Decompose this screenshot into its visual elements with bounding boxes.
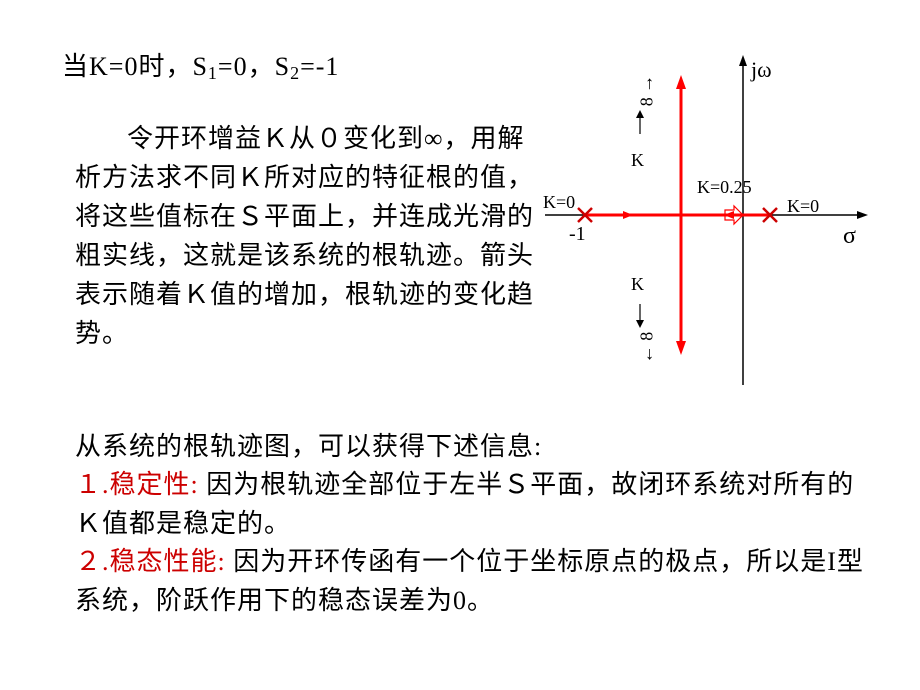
label-k0-left: K=0 bbox=[543, 192, 575, 213]
x-axis-label: σ bbox=[843, 223, 856, 250]
root-locus-diagram: jω σ K=0 K=0 K=0.25 -1 K K 8 → ← 8 bbox=[545, 55, 875, 400]
s2-sub: 2 bbox=[290, 63, 300, 83]
locus-arrow-down bbox=[676, 341, 686, 355]
paragraph-1: 令开环增益Ｋ从０变化到∞，用解析方法求不同Ｋ所对应的特征根的值，将这些值标在Ｓ平… bbox=[75, 119, 542, 353]
infinity-label-down: ← 8 bbox=[636, 332, 657, 364]
locus-arrow-up bbox=[676, 75, 686, 89]
s1-label: S bbox=[192, 52, 207, 81]
s2-label: S bbox=[275, 52, 290, 81]
paragraph-2: 从系统的根轨迹图，可以获得下述信息: １.稳定性: 因为根轨迹全部位于左半Ｓ平面… bbox=[75, 428, 875, 620]
s1-sub: 1 bbox=[208, 63, 218, 83]
s1-val: =0， bbox=[218, 52, 275, 81]
locus-arrow-right bbox=[623, 211, 633, 219]
infinity-label-up: 8 → bbox=[636, 75, 657, 107]
label-neg1: -1 bbox=[569, 223, 586, 246]
item2-label: ２.稳态性能: bbox=[75, 547, 226, 576]
y-axis-label: jω bbox=[751, 57, 772, 83]
item1-label: １.稳定性: bbox=[75, 470, 199, 499]
label-k025: K=0.25 bbox=[697, 177, 752, 198]
label-k0-right: K=0 bbox=[787, 196, 819, 217]
paragraph-1-text: 令开环增益Ｋ从０变化到∞，用解析方法求不同Ｋ所对应的特征根的值，将这些值标在Ｓ平… bbox=[75, 124, 534, 348]
equation-line-1: 当K=0时，S1=0，S2=-1 bbox=[62, 46, 339, 83]
x-axis-arrowhead bbox=[857, 211, 868, 219]
s2-val: =-1 bbox=[300, 52, 339, 81]
k-arrow-down-icon bbox=[635, 304, 645, 328]
slide-container: 当K=0时，S1=0，S2=-1 令开环增益Ｋ从０变化到∞，用解析方法求不同Ｋ所… bbox=[0, 0, 920, 690]
k-arrow-up-icon bbox=[635, 110, 645, 134]
y-axis-arrowhead bbox=[739, 55, 747, 66]
p2-intro: 从系统的根轨迹图，可以获得下述信息: bbox=[75, 432, 542, 461]
label-k-upper: K bbox=[631, 150, 644, 171]
diagram-svg bbox=[545, 55, 875, 400]
label-k-lower: K bbox=[631, 274, 644, 295]
eq-prefix: 当K=0时， bbox=[62, 52, 192, 81]
